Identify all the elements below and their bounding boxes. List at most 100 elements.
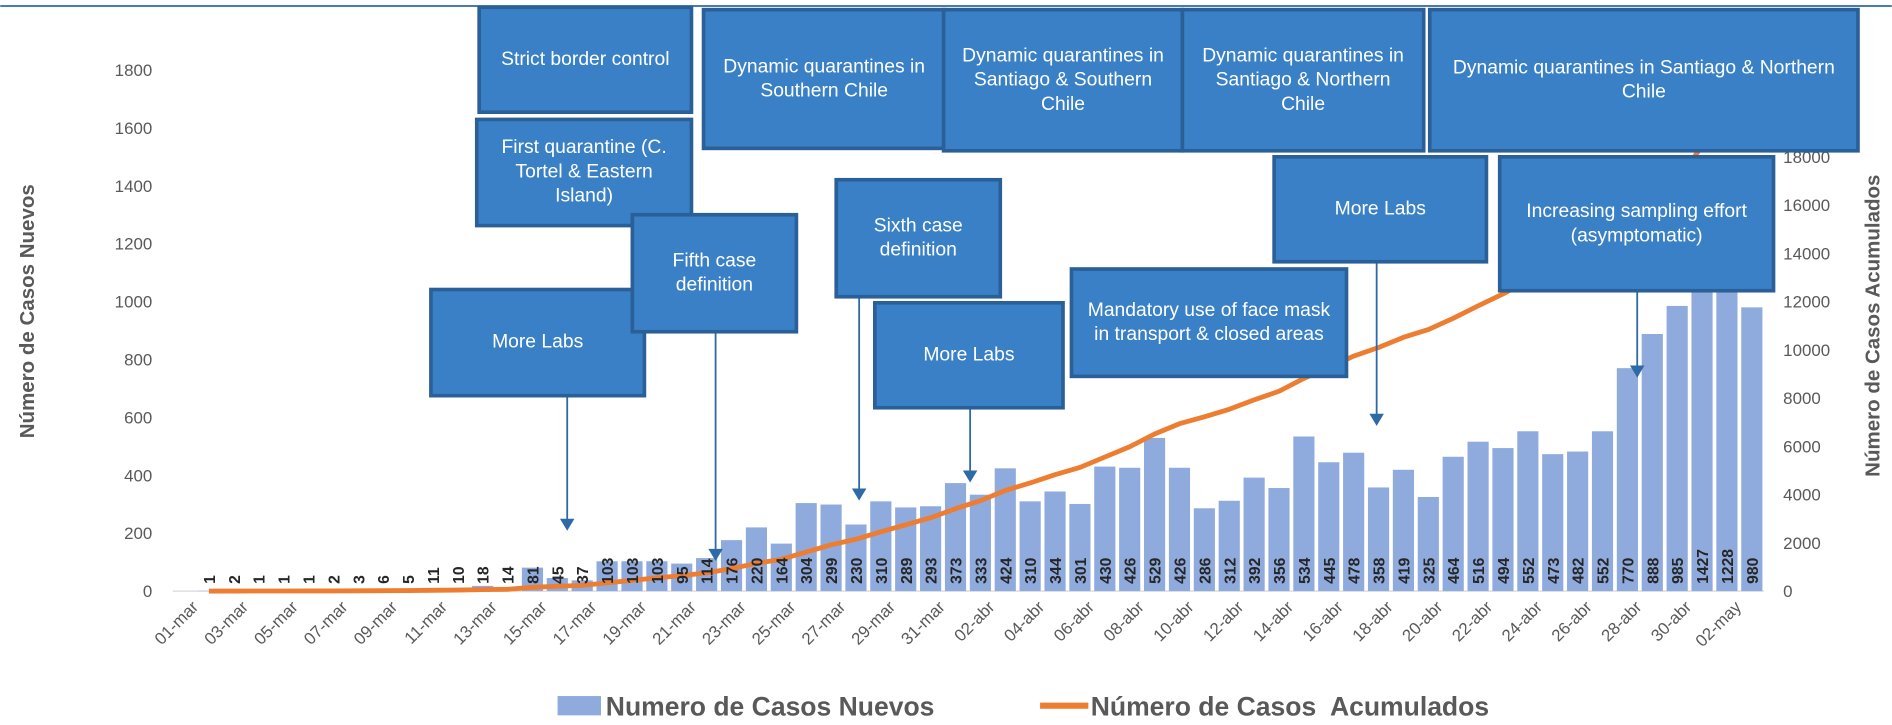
value-label: 310	[1023, 557, 1040, 583]
value-label: 114	[700, 558, 717, 584]
bar	[1193, 508, 1215, 592]
annotation: Dynamic quarantines in Santiago & Southe…	[962, 45, 1164, 114]
value-label: 325	[1421, 557, 1438, 583]
bar	[1019, 501, 1041, 592]
bar	[1641, 334, 1663, 592]
x-tick-label: 11-mar	[401, 597, 452, 648]
bar	[1741, 307, 1763, 592]
bar	[1367, 487, 1390, 592]
x-tick-label: 01-mar	[151, 597, 202, 648]
value-label: 6	[376, 575, 393, 584]
arrow-head	[851, 488, 867, 501]
x-tick-label: 29-mar	[848, 597, 899, 648]
bar	[820, 504, 842, 592]
value-label: 980	[1745, 557, 1762, 583]
x-tick-label: 09-mar	[350, 597, 401, 648]
annotation: First quarantine (C. Tortel & Eastern Is…	[502, 138, 667, 207]
bar	[745, 527, 767, 592]
value-label: 419	[1396, 557, 1413, 583]
value-label: 373	[949, 557, 966, 583]
bar	[1168, 467, 1191, 592]
bar	[1392, 469, 1415, 592]
x-tick-label: 16-abr	[1299, 597, 1347, 645]
x-tick-label: 08-abr	[1100, 597, 1148, 645]
arrow-head	[1369, 413, 1384, 426]
x-tick-label: 25-mar	[748, 597, 799, 648]
legend-swatch	[557, 696, 601, 716]
annotation: More Labs	[923, 344, 1014, 365]
bar	[1442, 456, 1464, 592]
y2-tick-label: 6000	[1783, 437, 1821, 456]
value-label: 5	[401, 575, 418, 584]
value-label: 426	[1123, 557, 1140, 583]
value-label: 478	[1347, 557, 1364, 583]
annotation-box	[477, 5, 694, 114]
value-label: 1	[302, 575, 319, 584]
value-label: 356	[1272, 557, 1289, 583]
bar	[994, 468, 1016, 592]
value-label: 103	[625, 557, 642, 583]
value-label: 312	[1222, 557, 1239, 583]
bar	[1094, 466, 1116, 592]
bar	[1343, 452, 1365, 592]
x-tick-label: 03-mar	[201, 597, 252, 648]
value-label: 770	[1620, 557, 1637, 583]
annotation-box	[1272, 155, 1489, 264]
value-label: 95	[675, 566, 692, 584]
x-tick-label: 02-abr	[951, 597, 999, 645]
y-tick-label: 1800	[115, 61, 153, 80]
annotation-box	[873, 300, 1065, 410]
bar	[1591, 431, 1614, 592]
bar	[1716, 235, 1738, 592]
value-label: 103	[600, 557, 617, 583]
annotation-box	[1497, 155, 1776, 293]
bar	[720, 540, 743, 592]
value-label: 14	[501, 566, 518, 584]
annotation: More Labs	[492, 332, 583, 353]
annotation: Mandatory use of face mask in transport …	[1088, 300, 1330, 345]
arrow-head	[708, 548, 723, 561]
y-tick-label: 0	[143, 582, 152, 601]
bar	[1517, 431, 1539, 592]
y2-tick-label: 12000	[1783, 293, 1830, 312]
value-label: 310	[874, 557, 891, 583]
x-tick-label: 24-abr	[1498, 597, 1546, 645]
bar	[1417, 497, 1439, 592]
value-label: 10	[451, 566, 468, 584]
y-tick-label: 600	[124, 408, 152, 427]
arrow-head	[559, 518, 575, 531]
x-tick-label: 21-mar	[649, 597, 700, 648]
value-label: 1	[202, 575, 219, 584]
x-tick-label: 22-abr	[1448, 597, 1496, 645]
annotation-box	[1427, 7, 1860, 153]
value-label: 464	[1446, 557, 1463, 583]
x-tick-label: 31-mar	[897, 597, 948, 648]
bar	[1243, 477, 1265, 592]
value-label: 299	[824, 557, 841, 583]
annotation: Dynamic quarantines in Santiago & Northe…	[1453, 57, 1835, 102]
value-label: 482	[1571, 557, 1588, 583]
annotation-box	[834, 177, 1003, 299]
y2-tick-label: 8000	[1783, 389, 1821, 408]
value-label: 392	[1247, 557, 1264, 583]
value-label: 304	[799, 557, 816, 583]
value-label: 45	[550, 566, 567, 584]
x-tick-label: 23-mar	[698, 597, 749, 648]
y-tick-label: 400	[124, 466, 152, 485]
bar	[1144, 437, 1166, 592]
annotation-text: Increasing sampling effort (asymptomatic…	[1526, 200, 1747, 246]
x-tick-label: 05-mar	[250, 597, 301, 648]
value-label: 1427	[1695, 549, 1712, 584]
annotation-text: Sixth case definition	[873, 215, 963, 260]
y-tick-label: 1600	[115, 119, 153, 138]
y-tick-label: 1200	[115, 235, 153, 254]
bar	[1218, 500, 1240, 592]
value-label: 424	[998, 557, 1015, 583]
x-tick-label: 17-mar	[549, 597, 600, 648]
x-tick-label: 13-mar	[450, 597, 501, 648]
x-tick-label: 15-mar	[499, 597, 550, 648]
bar	[1268, 488, 1290, 592]
arrow-head	[1629, 365, 1645, 378]
bar	[1542, 454, 1564, 592]
